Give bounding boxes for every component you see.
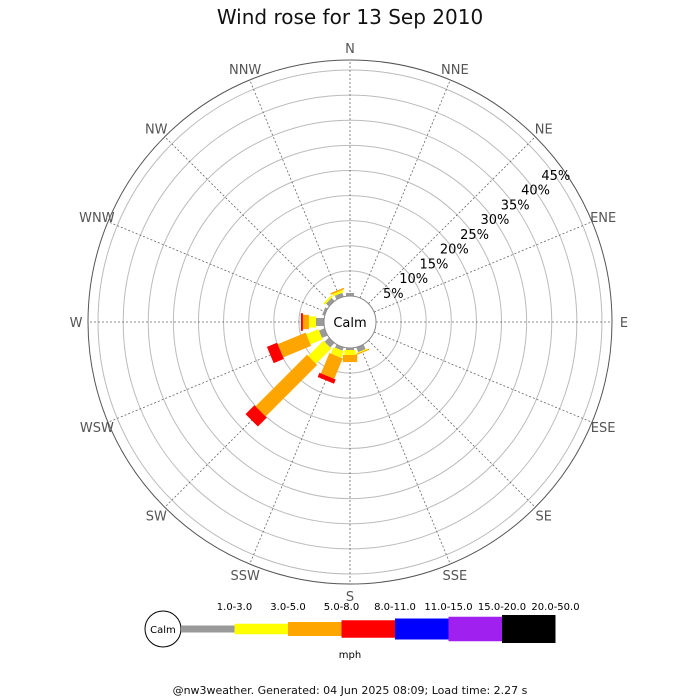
spoke-ese: [373, 331, 593, 423]
legend-bin-label-6: 20.0-50.0: [531, 602, 579, 613]
legend-bin-label-5: 15.0-20.0: [478, 602, 526, 613]
legend-swatch-6: [502, 615, 556, 643]
outer-ring: [87, 59, 613, 585]
direction-label-nw: NW: [145, 122, 168, 137]
spoke-sw: [164, 340, 332, 508]
direction-label-e: E: [620, 316, 628, 331]
spoke-nnw: [249, 79, 341, 299]
legend-unit: mph: [339, 650, 361, 661]
grid-layer: [87, 59, 613, 585]
direction-label-ene: ENE: [590, 211, 616, 226]
bar-w-0: [316, 318, 324, 326]
bar-s-0: [346, 348, 354, 350]
ring-2: [248, 220, 452, 424]
calm-circle: [323, 295, 377, 349]
bar-nw-0: [325, 297, 335, 307]
ring-label-3: 20%: [440, 243, 469, 258]
legend-swatch-0: [181, 625, 235, 633]
bar-nnw-1: [332, 289, 344, 297]
direction-label-ese: ESE: [591, 421, 616, 436]
direction-label-sw: SW: [146, 510, 167, 525]
spoke-ne: [368, 136, 536, 304]
ring-label-6: 35%: [501, 198, 530, 213]
spoke-nne: [359, 79, 451, 299]
bar-nnw-0: [334, 292, 344, 300]
calm-layer: Calm: [323, 295, 377, 349]
legend-bin-label-0: 1.0-3.0: [217, 602, 252, 613]
bar-ssw-3: [317, 372, 336, 384]
bar-wsw-1: [306, 329, 323, 345]
spoke-sse: [359, 345, 451, 565]
bar-nnw-2: [330, 287, 345, 295]
ring-label-7: 40%: [521, 184, 550, 199]
chart-title: Wind rose for 13 Sep 2010: [216, 5, 484, 29]
bar-s-1: [344, 350, 356, 355]
legend-layer: Calm 1.0-3.0 3.0-5.0 5.0-8.0 8.0-11.0 11.0-15…: [144, 602, 580, 661]
legend-swatch-4: [395, 618, 449, 640]
ring-label-4: 25%: [460, 228, 489, 243]
bar-sw-0: [324, 337, 335, 348]
legend-swatch-3: [341, 620, 395, 638]
footer-text: @nw3weather. Generated: 04 Jun 2025 08:0…: [172, 684, 528, 697]
direction-label-sse: SSE: [442, 569, 467, 584]
bar-n-0: [346, 293, 354, 296]
ring-label-0: 5%: [383, 287, 404, 302]
spoke-wnw: [107, 221, 327, 313]
bar-w-2: [302, 314, 309, 330]
bar-ssw-0: [335, 344, 344, 351]
bar-sw-3: [245, 405, 267, 427]
direction-label-wsw: WSW: [80, 421, 114, 436]
direction-label-w: W: [70, 316, 83, 331]
spoke-se: [368, 340, 536, 508]
direction-label-ne: NE: [535, 122, 553, 137]
bar-s-2: [342, 355, 358, 363]
bar-wnw-0: [322, 307, 328, 316]
direction-label-n: N: [345, 42, 355, 57]
spoke-ssw: [249, 345, 341, 565]
direction-label-wnw: WNW: [79, 211, 115, 226]
ring-label-8: 45%: [541, 169, 570, 184]
legend-bin-label-2: 5.0-8.0: [324, 602, 359, 613]
labels-layer: N NNE NE ENE E ESE SE SSE S SSW SW WSW W WNW NW NNW 5%10…: [70, 42, 629, 605]
bar-nw-1: [323, 295, 333, 305]
ring-5: [172, 144, 528, 500]
direction-label-se: SE: [536, 510, 552, 525]
ring-label-2: 15%: [420, 257, 449, 272]
bar-ssw-2: [320, 353, 343, 379]
bar-w-1: [308, 316, 316, 328]
calm-label: Calm: [333, 316, 366, 331]
bar-sse-2: [355, 348, 370, 356]
direction-label-nne: NNE: [441, 63, 469, 78]
legend-bin-label-4: 11.0-15.0: [424, 602, 472, 613]
bars-layer: [245, 287, 370, 427]
spoke-ene: [373, 221, 593, 313]
spoke-wsw: [107, 331, 327, 423]
bar-wsw-2: [277, 332, 312, 358]
direction-label-s: S: [346, 590, 354, 605]
direction-label-ssw: SSW: [230, 569, 260, 584]
bar-sw-2: [255, 354, 318, 417]
legend-bin-label-3: 8.0-11.0: [374, 602, 416, 613]
legend-swatch-5: [448, 616, 502, 642]
legend-bin-label-1: 3.0-5.0: [270, 602, 305, 613]
bar-sse-0: [356, 344, 366, 353]
ring-label-5: 30%: [480, 213, 509, 228]
ring-6: [147, 119, 553, 525]
legend-swatch-1: [234, 623, 288, 635]
legend-calm-label: Calm: [150, 625, 176, 636]
spoke-nw: [164, 136, 332, 304]
legend-swatch-2: [288, 622, 342, 636]
direction-label-nnw: NNW: [229, 63, 261, 78]
bar-wsw-3: [266, 342, 284, 364]
bar-w-3: [300, 313, 303, 331]
ring-label-1: 10%: [399, 272, 428, 287]
bar-sw-1: [308, 340, 332, 364]
bar-ssw-1: [330, 347, 344, 358]
bar-sse-1: [356, 348, 368, 354]
ring-1: [273, 245, 427, 399]
